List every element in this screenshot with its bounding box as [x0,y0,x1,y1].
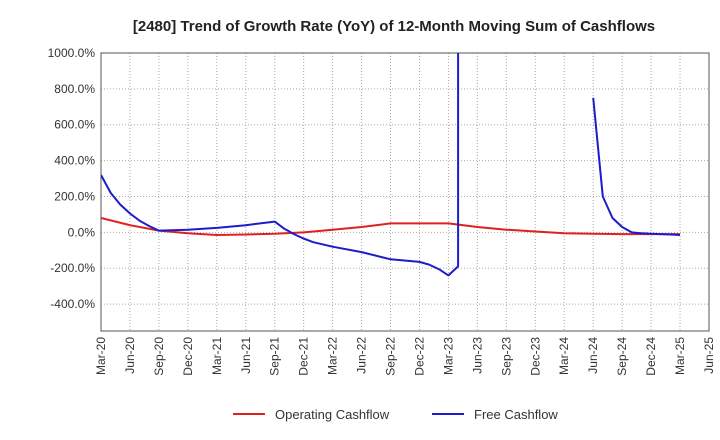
y-tick-label: 400.0% [54,154,95,168]
x-tick-label: Jun-23 [470,337,484,374]
y-axis: 1000.0% 800.0% 600.0% 400.0% 200.0% 0.0% -200.… [48,46,96,311]
chart-title: [2480] Trend of Growth Rate (YoY) of 12-… [133,18,655,35]
x-tick-label: Sep-24 [615,337,629,376]
y-tick-label: 600.0% [54,118,95,132]
y-tick-label: -400.0% [50,297,95,311]
x-tick-label: Mar-21 [210,337,224,375]
x-tick-label: Mar-24 [557,337,571,375]
x-tick-label: Dec-20 [181,337,195,376]
x-tick-label: Jun-20 [123,337,137,374]
x-tick-label: Mar-23 [441,337,455,375]
x-tick-label: Sep-20 [152,337,166,376]
x-tick-label: Dec-21 [297,337,311,376]
x-tick-label: Jun-24 [586,337,600,374]
x-tick-label: Sep-22 [384,337,398,376]
legend-label-free-cashflow: Free Cashflow [474,407,558,422]
series-line-free-cashflow-segment-1 [101,53,460,277]
y-tick-label: 0.0% [68,225,96,239]
y-tick-label: 800.0% [54,82,95,96]
x-tick-label: Jun-21 [239,337,253,374]
x-tick-label: Sep-21 [268,337,282,376]
y-tick-label: 200.0% [54,189,95,203]
x-tick-label: Jun-25 [702,337,716,374]
x-tick-label: Dec-24 [644,337,658,376]
series-line-operating-cashflow [101,217,680,236]
x-tick-label: Dec-22 [412,337,426,376]
x-tick-label: Dec-23 [528,337,542,376]
x-tick-label: Sep-23 [499,337,513,376]
y-tick-label: 1000.0% [48,46,96,60]
series-lines [101,53,681,277]
y-tick-label: -200.0% [50,261,95,275]
x-tick-label: Mar-20 [94,337,108,375]
x-axis: Mar-20 Jun-20 Sep-20 Dec-20 Mar-21 Jun-21 Sep-… [94,337,716,376]
x-tick-label: Mar-22 [326,337,340,375]
x-tick-label: Mar-25 [673,337,687,375]
x-tick-label: Jun-22 [355,337,369,374]
legend-label-operating-cashflow: Operating Cashflow [275,407,390,422]
series-line-free-cashflow-segment-2 [592,97,681,236]
plot-area [100,52,710,332]
legend: Operating Cashflow Free Cashflow [233,407,558,422]
grid [100,52,710,331]
